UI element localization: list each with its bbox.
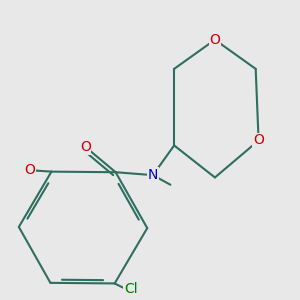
Text: O: O [24,163,35,177]
Text: O: O [209,33,220,47]
Text: O: O [253,134,264,148]
Text: Cl: Cl [124,282,137,296]
Text: O: O [80,140,91,154]
Text: N: N [148,168,158,182]
